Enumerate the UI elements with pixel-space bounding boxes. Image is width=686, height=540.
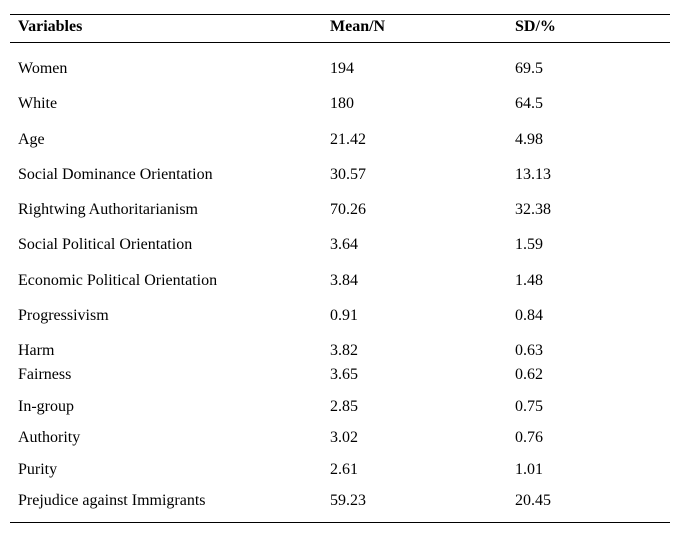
sd-value: 1.59 [515,236,543,253]
variable-name: Women [18,60,68,77]
mean-value: 3.82 [330,342,358,359]
variable-name: Age [18,131,45,148]
sd-value: 13.13 [515,166,551,183]
variable-name: Purity [18,461,58,478]
mean-value: 21.42 [330,131,366,148]
variable-name: White [18,95,58,112]
column-header: Variables [18,18,83,35]
mean-value: 3.84 [330,272,358,289]
mean-value: 70.26 [330,201,366,218]
sd-value: 64.5 [515,95,543,112]
sd-value: 69.5 [515,60,543,77]
variable-name: Prejudice against Immigrants [18,492,206,509]
bottom-rule [10,522,670,523]
variable-name: Fairness [18,366,72,383]
sd-value: 0.76 [515,429,543,446]
mean-value: 2.61 [330,461,358,478]
top-rule [10,14,670,15]
sd-value: 0.63 [515,342,543,359]
variable-name: Social Political Orientation [18,236,193,253]
mean-value: 180 [330,95,354,112]
sd-value: 0.84 [515,307,543,324]
variable-name: Harm [18,342,55,359]
variable-name: Economic Political Orientation [18,272,218,289]
sd-value: 1.01 [515,461,543,478]
sd-value: 1.48 [515,272,543,289]
sd-value: 0.62 [515,366,543,383]
sd-value: 4.98 [515,131,543,148]
mean-value: 3.65 [330,366,358,383]
mean-value: 3.64 [330,236,358,253]
mean-value: 3.02 [330,429,358,446]
mean-value: 194 [330,60,354,77]
column-header: Mean/N [330,18,386,35]
mean-value: 59.23 [330,492,366,509]
variable-name: Authority [18,429,81,446]
header-rule [10,42,670,43]
column-header: SD/% [515,18,556,35]
variable-name: Social Dominance Orientation [18,166,213,183]
variable-name: Progressivism [18,307,109,324]
mean-value: 30.57 [330,166,366,183]
sd-value: 20.45 [515,492,551,509]
sd-value: 0.75 [515,398,543,415]
sd-value: 32.38 [515,201,551,218]
variable-name: Rightwing Authoritarianism [18,201,198,218]
mean-value: 0.91 [330,307,358,324]
variable-name: In-group [18,398,74,415]
mean-value: 2.85 [330,398,358,415]
